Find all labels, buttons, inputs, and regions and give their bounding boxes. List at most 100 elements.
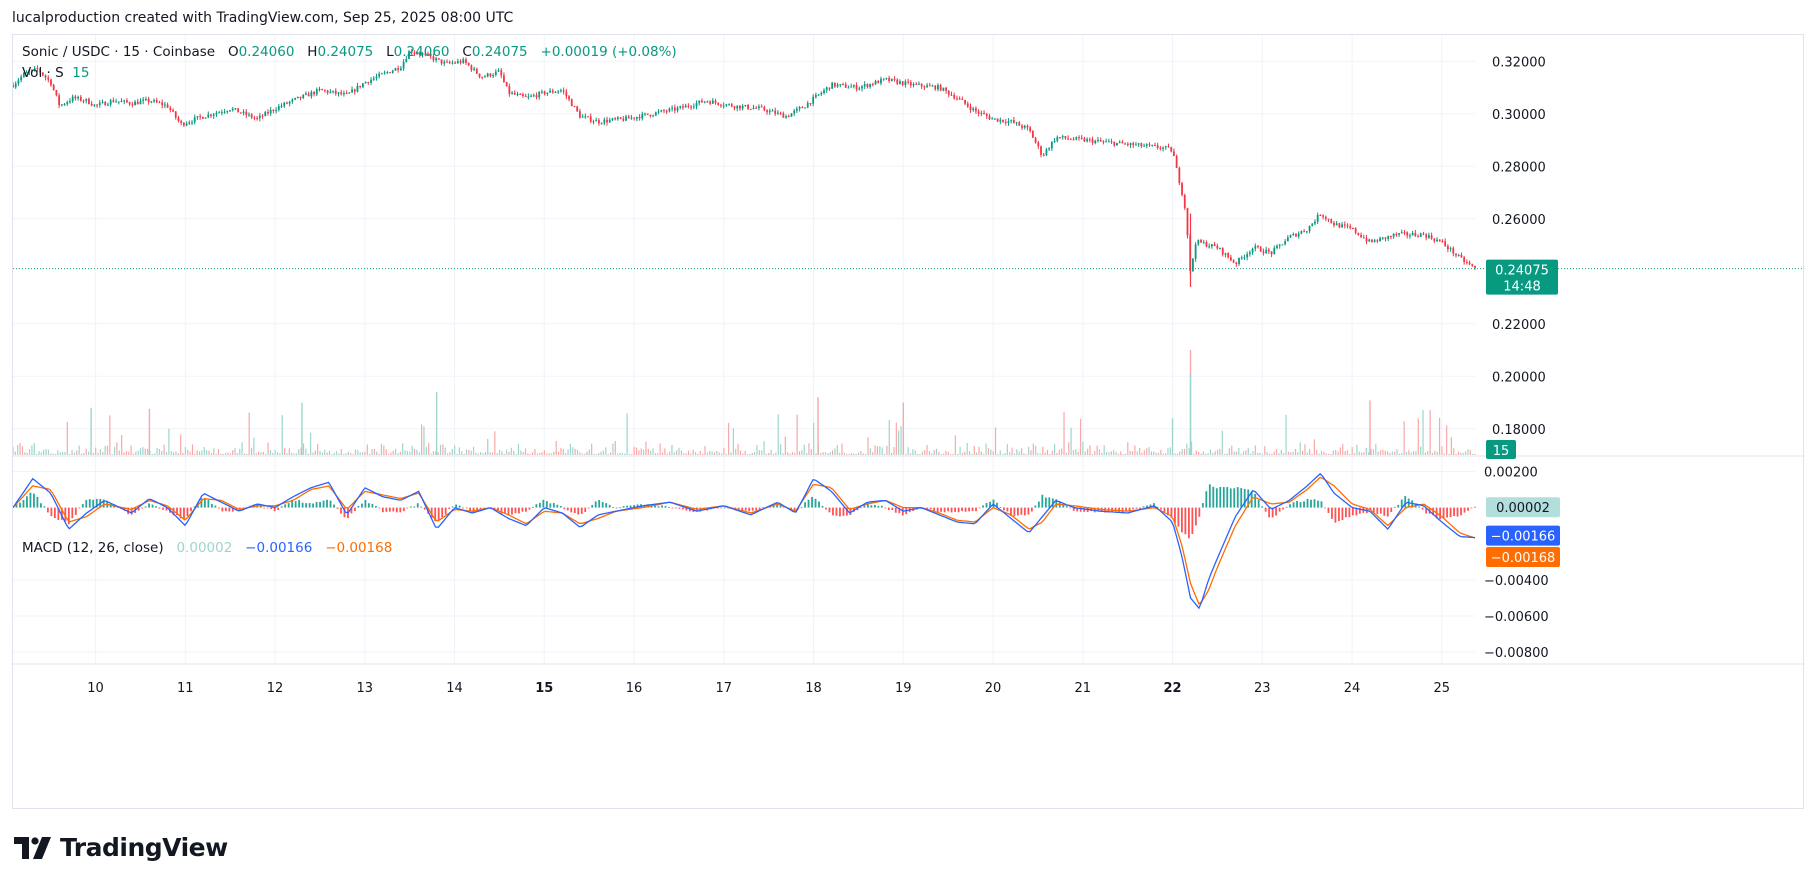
- volume-bar: [938, 452, 940, 455]
- volume-bar: [423, 426, 425, 455]
- volume-bar: [78, 445, 80, 455]
- volume-bar: [489, 451, 491, 455]
- macd-histogram-bar: [1379, 507, 1382, 514]
- volume-bar: [1342, 443, 1344, 455]
- volume-bar: [761, 450, 763, 455]
- candle-body: [573, 106, 576, 108]
- macd-histogram-bar: [53, 507, 56, 519]
- candle-body: [98, 102, 101, 105]
- candle-body: [486, 73, 489, 77]
- volume-bar: [451, 448, 453, 455]
- chart-frame[interactable]: 0.32000 0.30000 0.28000 0.26000 0.22000 0.200…: [12, 34, 1804, 809]
- volume-bar: [567, 449, 569, 455]
- candle-body: [633, 117, 636, 119]
- candle-body: [543, 91, 546, 95]
- volume-bar: [92, 452, 94, 455]
- candle-body: [630, 117, 633, 119]
- candle-body: [771, 110, 774, 112]
- volume-bar: [1072, 449, 1075, 455]
- volume-bar: [24, 452, 26, 455]
- volume-bar: [914, 450, 916, 455]
- candle-body: [343, 93, 345, 95]
- candle-body: [839, 84, 842, 86]
- candle-body: [1145, 144, 1148, 146]
- candle-body: [1110, 141, 1113, 143]
- volume-bar: [1257, 452, 1259, 455]
- candle-body: [1007, 121, 1010, 123]
- candle-body: [503, 75, 505, 82]
- volume-bar: [1337, 451, 1339, 455]
- macd-histogram-bar: [406, 507, 409, 509]
- candle-body: [937, 85, 939, 90]
- volume-bar: [333, 452, 335, 455]
- volume-bar: [1306, 452, 1308, 455]
- macd-line-badge-bg: [1486, 525, 1560, 546]
- time-tick-label: 15: [535, 681, 553, 696]
- volume-bar: [118, 450, 120, 455]
- candle-body: [1118, 141, 1121, 143]
- macd-histogram-bar: [699, 507, 702, 512]
- volume-bar: [1198, 451, 1200, 455]
- macd-histogram-bar: [441, 507, 444, 518]
- volume-bar: [1245, 450, 1247, 455]
- candle-body: [1173, 151, 1175, 157]
- macd-histogram-bar: [458, 505, 461, 508]
- candle-body: [416, 53, 419, 55]
- candle-body: [958, 98, 961, 100]
- candle-body: [375, 76, 378, 79]
- volume-bar: [957, 453, 959, 455]
- macd-histogram-bar: [95, 498, 98, 508]
- macd-histogram-bar: [448, 507, 451, 510]
- macd-histogram-bar: [1219, 486, 1222, 508]
- macd-histogram-bar: [357, 505, 360, 508]
- candle-body: [833, 82, 836, 87]
- macd-label: MACD (12, 26, close): [22, 540, 164, 556]
- candle-body: [1221, 247, 1224, 255]
- volume-bar: [557, 452, 560, 455]
- volume-bar: [685, 453, 687, 455]
- volume-bar: [31, 445, 33, 455]
- volume-bar: [1044, 452, 1046, 455]
- macd-histogram-bar: [1017, 507, 1019, 516]
- candle-body: [1365, 237, 1368, 242]
- macd-histogram-bar: [402, 507, 405, 512]
- candle-body: [1392, 233, 1395, 237]
- candle-body: [261, 115, 264, 117]
- volume-bar: [432, 451, 435, 455]
- macd-histogram-bar: [1348, 507, 1351, 518]
- candle-body: [1343, 224, 1346, 226]
- candle-body: [1026, 125, 1029, 128]
- macd-signal-badge-bg: [1486, 546, 1560, 567]
- high-value: 0.24075: [317, 44, 374, 60]
- macd-histogram-bar: [1160, 507, 1162, 510]
- volume-bar: [853, 453, 855, 455]
- candle-body: [1053, 140, 1056, 142]
- macd-histogram-bar: [563, 507, 566, 510]
- candle-body: [63, 104, 66, 106]
- footer-brand[interactable]: TradingView: [14, 833, 228, 862]
- candle-body: [166, 104, 169, 108]
- volume-bar: [1384, 450, 1386, 455]
- macd-histogram-bar: [975, 507, 977, 512]
- candle-body: [394, 68, 397, 71]
- macd-histogram-bar: [776, 503, 779, 508]
- volume-bar: [265, 453, 267, 455]
- candle-body: [576, 106, 579, 112]
- candle-body: [1417, 235, 1419, 237]
- macd-histogram-bar: [985, 502, 988, 508]
- candle-body: [1289, 235, 1292, 238]
- chart-svg[interactable]: 0.320000.300000.280000.260000.220000.200…: [13, 35, 1803, 808]
- volume-bar: [395, 448, 397, 455]
- candle-body: [1164, 146, 1167, 148]
- candle-body: [985, 114, 988, 117]
- price-badge-text: 14:48: [1503, 280, 1540, 295]
- macd-histogram-bar: [954, 507, 957, 512]
- candle-body: [1379, 237, 1381, 242]
- time-tick-label: 20: [985, 681, 1002, 696]
- volume-bar: [168, 428, 170, 455]
- macd-histogram-bar: [270, 507, 273, 510]
- macd-histogram-bar: [1254, 493, 1257, 508]
- candle-body: [1398, 233, 1400, 235]
- candle-body: [1471, 264, 1474, 267]
- volume-bar: [976, 452, 978, 455]
